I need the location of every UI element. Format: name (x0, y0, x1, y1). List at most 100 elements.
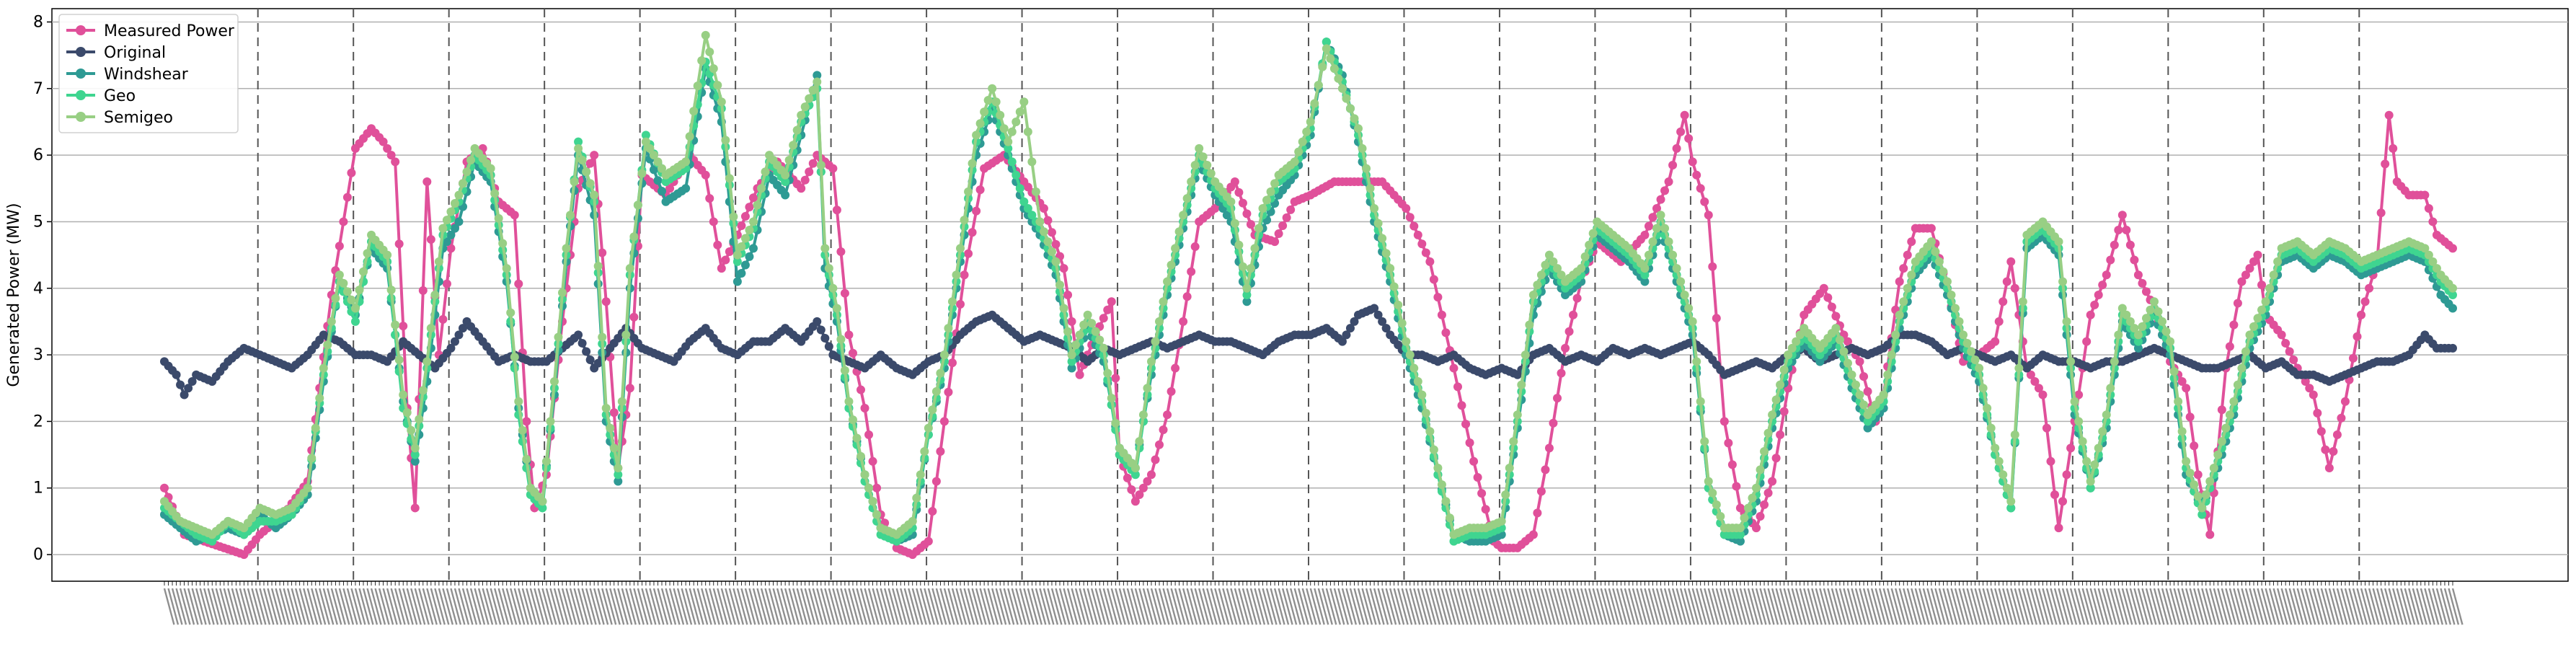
x-tick-label (1273, 588, 1285, 625)
data-point (399, 390, 408, 399)
x-tick-label (1154, 588, 1167, 625)
x-tick-label (461, 588, 474, 625)
x-tick-label (696, 588, 709, 625)
x-tick-label (633, 588, 645, 625)
data-point (928, 507, 937, 516)
data-point (824, 342, 833, 351)
data-point (2141, 314, 2151, 323)
data-point (2086, 310, 2095, 319)
data-point (1174, 227, 1184, 237)
data-point (960, 216, 969, 225)
data-point (2114, 225, 2123, 234)
x-tick-label (652, 588, 665, 625)
x-tick-label (1552, 588, 1564, 625)
data-point (1345, 104, 1355, 113)
x-tick-label (223, 588, 235, 625)
x-tick-label (203, 588, 215, 625)
data-point (968, 159, 977, 168)
data-point (1967, 347, 1976, 356)
data-point (2090, 300, 2099, 309)
data-point (160, 483, 169, 493)
data-point (2185, 412, 2195, 422)
x-tick-label (195, 588, 207, 625)
x-tick-label (1787, 588, 1799, 625)
data-point (1095, 335, 1105, 345)
x-tick-label (1500, 588, 1513, 625)
x-tick-label (1926, 588, 1938, 625)
data-point (1012, 117, 1021, 126)
x-tick-label (469, 588, 482, 625)
data-point (2217, 405, 2226, 415)
data-point (713, 81, 722, 90)
x-tick-label (199, 588, 211, 625)
data-point (1787, 343, 1797, 353)
x-tick-label (243, 588, 255, 625)
data-point (2141, 287, 2151, 296)
data-point (1477, 489, 1487, 498)
data-point (2448, 283, 2457, 293)
data-point (1405, 213, 1415, 222)
data-point (2353, 332, 2362, 341)
x-tick-label (227, 588, 239, 625)
x-tick-label (2328, 588, 2340, 625)
x-tick-label (1492, 588, 1505, 625)
x-tick-label (1226, 588, 1238, 625)
x-tick-label (1238, 588, 1250, 625)
data-point (1986, 423, 1996, 433)
data-point (1955, 317, 1964, 326)
data-point (2305, 384, 2314, 393)
data-point (1879, 390, 1888, 399)
x-tick-label (1647, 588, 1660, 625)
x-tick-label (450, 588, 462, 625)
x-tick-label (1970, 588, 1982, 625)
x-tick-label (875, 588, 888, 625)
data-point (1342, 94, 1351, 103)
data-point (1071, 340, 1081, 350)
y-tick-label: 3 (33, 346, 43, 364)
x-tick-label (987, 588, 999, 625)
x-tick-label (999, 588, 1011, 625)
x-tick-label (1146, 588, 1159, 625)
data-point (2182, 384, 2191, 393)
x-tick-label (526, 588, 537, 625)
x-tick-label (581, 588, 593, 625)
data-point (2018, 297, 2027, 306)
x-tick-label (2050, 588, 2062, 625)
x-tick-label (1174, 588, 1186, 625)
data-point (2233, 299, 2242, 308)
x-tick-label (1007, 588, 1019, 625)
data-point (2002, 277, 2011, 286)
data-point (1931, 247, 1940, 256)
data-point (2329, 446, 2338, 456)
data-point (625, 384, 634, 393)
data-point (1640, 264, 1650, 273)
x-tick-label (1433, 588, 1445, 625)
x-tick-label (1138, 588, 1151, 625)
x-tick-label (2161, 588, 2173, 625)
x-tick-label (2069, 588, 2081, 625)
x-tick-label (1373, 588, 1385, 625)
data-point (1402, 337, 1411, 346)
data-point (2269, 270, 2278, 280)
x-tick-label (2221, 588, 2233, 625)
legend-label: Geo (104, 87, 136, 105)
data-point (1716, 511, 1725, 521)
x-tick-label (1890, 588, 1903, 625)
data-point (1907, 270, 1916, 280)
data-point (816, 160, 826, 169)
data-point (924, 537, 933, 546)
data-point (1564, 327, 1574, 336)
data-point (947, 297, 957, 306)
x-tick-label (725, 588, 736, 625)
x-tick-label (2121, 588, 2133, 625)
data-point (1111, 418, 1120, 428)
x-tick-label (1405, 588, 1417, 625)
data-point (748, 244, 758, 253)
data-point (363, 249, 372, 258)
data-point (1732, 482, 1741, 491)
data-point (1743, 503, 1753, 513)
data-point (1899, 297, 1908, 306)
x-tick-label (1719, 588, 1731, 625)
data-point (1771, 395, 1781, 405)
x-tick-label (1783, 588, 1795, 625)
